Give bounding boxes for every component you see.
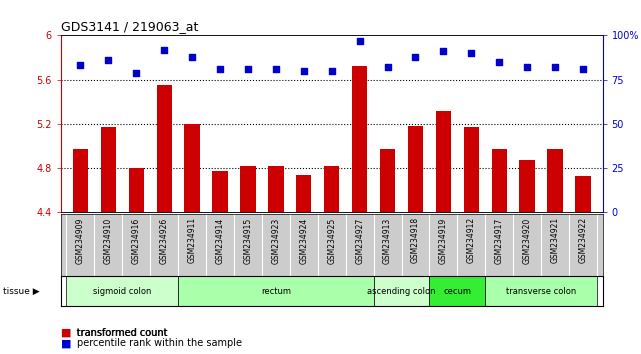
Text: percentile rank within the sample: percentile rank within the sample xyxy=(77,338,242,348)
Bar xyxy=(576,176,590,212)
Bar xyxy=(156,85,172,212)
Bar xyxy=(296,175,312,212)
Point xyxy=(159,47,169,52)
Point xyxy=(550,64,560,70)
Bar xyxy=(240,166,256,212)
Point xyxy=(75,63,85,68)
Text: GSM234921: GSM234921 xyxy=(551,217,560,263)
Bar xyxy=(374,276,429,306)
Point xyxy=(466,50,476,56)
Text: GSM234909: GSM234909 xyxy=(76,217,85,264)
Point xyxy=(327,68,337,74)
Point xyxy=(187,54,197,59)
Bar xyxy=(352,67,367,212)
Point xyxy=(438,48,449,54)
Text: transverse colon: transverse colon xyxy=(506,287,576,296)
Text: GSM234913: GSM234913 xyxy=(383,217,392,263)
Bar xyxy=(380,149,395,212)
Text: transformed count: transformed count xyxy=(77,328,168,338)
Text: GSM234924: GSM234924 xyxy=(299,217,308,263)
Text: GSM234920: GSM234920 xyxy=(522,217,531,263)
Bar xyxy=(268,166,283,212)
Text: GSM234914: GSM234914 xyxy=(215,217,224,263)
Bar xyxy=(212,171,228,212)
Text: GSM234922: GSM234922 xyxy=(578,217,588,263)
Bar xyxy=(485,276,597,306)
Text: GSM234927: GSM234927 xyxy=(355,217,364,263)
Point xyxy=(103,57,113,63)
Bar xyxy=(178,276,374,306)
Bar xyxy=(73,149,88,212)
Text: GSM234916: GSM234916 xyxy=(132,217,141,263)
Text: GDS3141 / 219063_at: GDS3141 / 219063_at xyxy=(61,20,198,33)
Bar xyxy=(324,166,339,212)
Text: ■: ■ xyxy=(61,328,71,338)
Bar xyxy=(429,276,485,306)
Text: rectum: rectum xyxy=(261,287,291,296)
Bar xyxy=(185,124,200,212)
Point xyxy=(383,64,393,70)
Point xyxy=(271,66,281,72)
Text: GSM234926: GSM234926 xyxy=(160,217,169,263)
Bar xyxy=(492,149,507,212)
Text: GSM234917: GSM234917 xyxy=(495,217,504,263)
Text: tissue ▶: tissue ▶ xyxy=(3,287,40,296)
Point xyxy=(215,66,225,72)
Point xyxy=(243,66,253,72)
Point xyxy=(494,59,504,65)
Text: ascending colon: ascending colon xyxy=(367,287,436,296)
Point xyxy=(578,66,588,72)
Bar xyxy=(101,127,116,212)
Point xyxy=(522,64,532,70)
Text: GSM234911: GSM234911 xyxy=(188,217,197,263)
Text: ■  transformed count: ■ transformed count xyxy=(61,328,167,338)
Bar xyxy=(547,149,563,212)
Bar xyxy=(67,276,178,306)
Text: sigmoid colon: sigmoid colon xyxy=(93,287,151,296)
Text: GSM234915: GSM234915 xyxy=(244,217,253,263)
Point xyxy=(299,68,309,74)
Point xyxy=(410,54,420,59)
Text: GSM234912: GSM234912 xyxy=(467,217,476,263)
Bar xyxy=(519,160,535,212)
Bar xyxy=(436,110,451,212)
Point xyxy=(131,70,142,75)
Text: ■: ■ xyxy=(61,338,71,348)
Text: GSM234925: GSM234925 xyxy=(327,217,337,263)
Text: GSM234910: GSM234910 xyxy=(104,217,113,263)
Bar xyxy=(463,127,479,212)
Text: GSM234923: GSM234923 xyxy=(271,217,280,263)
Text: GSM234919: GSM234919 xyxy=(439,217,448,263)
Bar xyxy=(129,168,144,212)
Bar xyxy=(408,126,423,212)
Point xyxy=(354,38,365,44)
Text: cecum: cecum xyxy=(444,287,471,296)
Text: GSM234918: GSM234918 xyxy=(411,217,420,263)
